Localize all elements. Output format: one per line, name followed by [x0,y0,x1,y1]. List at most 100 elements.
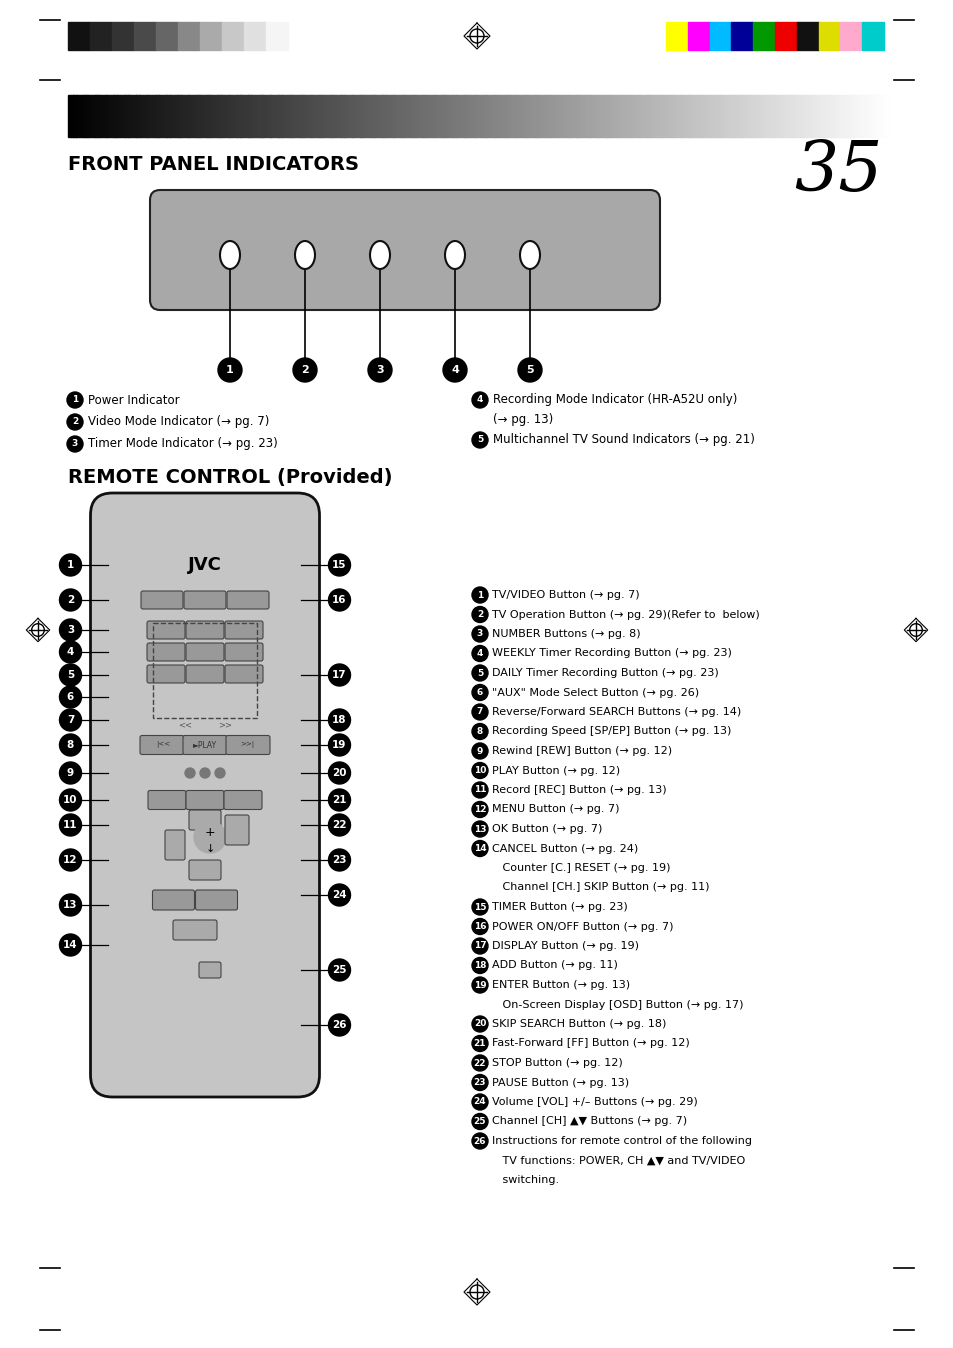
Bar [275,94,278,137]
Bar [199,94,202,137]
Text: Volume [VOL] +/– Buttons (→ pg. 29): Volume [VOL] +/– Buttons (→ pg. 29) [492,1097,697,1107]
Circle shape [472,977,488,993]
Circle shape [328,884,350,906]
Bar [660,94,663,137]
Bar [303,94,306,137]
Circle shape [472,1055,488,1072]
Bar [699,94,702,137]
Bar [152,94,155,137]
Bar [412,94,416,137]
Bar [68,94,71,137]
Bar [614,94,618,137]
Bar [813,94,817,137]
Circle shape [59,589,81,611]
Bar [431,94,435,137]
FancyBboxPatch shape [225,621,263,639]
Bar [884,94,887,137]
Bar [873,94,877,137]
Text: Video Mode Indicator (→ pg. 7): Video Mode Indicator (→ pg. 7) [88,415,269,429]
Bar [679,94,682,137]
Bar [224,94,227,137]
Bar [368,94,372,137]
Bar [180,94,183,137]
Circle shape [472,743,488,759]
Bar [707,94,710,137]
Circle shape [328,665,350,686]
Bar [210,94,213,137]
Bar [774,22,796,50]
Bar [751,94,754,137]
Text: 5: 5 [476,669,482,678]
Text: 13: 13 [474,825,486,833]
Ellipse shape [519,241,539,270]
Bar [669,94,672,137]
Text: 18: 18 [474,961,486,971]
Bar [882,94,884,137]
Bar [253,94,256,137]
Bar [131,94,134,137]
Text: ENTER Button (→ pg. 13): ENTER Button (→ pg. 13) [492,980,630,989]
Bar [450,94,454,137]
Bar [778,94,781,137]
Bar [439,94,442,137]
Text: 4: 4 [67,647,74,656]
Bar [666,94,669,137]
Bar [266,22,288,50]
Text: Channel [CH] ▲▼ Buttons (→ pg. 7): Channel [CH] ▲▼ Buttons (→ pg. 7) [492,1116,686,1127]
Bar [177,94,180,137]
Bar [226,94,230,137]
Bar [415,94,418,137]
Circle shape [472,841,488,856]
Bar [191,94,194,137]
Bar [781,94,783,137]
Bar [461,94,464,137]
Bar [398,94,401,137]
Bar [401,94,404,137]
Bar [559,94,562,137]
Bar [753,94,757,137]
Text: 12: 12 [63,855,77,865]
Text: 25: 25 [332,965,346,975]
Bar [737,94,740,137]
Bar [797,94,801,137]
Bar [505,94,508,137]
Bar [133,22,156,50]
Bar [513,94,517,137]
Bar [281,94,284,137]
Text: 8: 8 [476,727,482,736]
Bar [865,94,868,137]
Bar [671,94,675,137]
Bar [796,22,818,50]
Bar [407,94,410,137]
Text: DAILY Timer Recording Button (→ pg. 23): DAILY Timer Recording Button (→ pg. 23) [492,669,718,678]
FancyBboxPatch shape [226,736,270,755]
Bar [573,94,577,137]
Bar [114,94,117,137]
Bar [92,94,95,137]
Circle shape [328,789,350,811]
Bar [562,94,565,137]
FancyBboxPatch shape [147,621,185,639]
Bar [458,94,461,137]
Bar [734,94,738,137]
Circle shape [472,1074,488,1091]
Bar [633,94,637,137]
Text: ADD Button (→ pg. 11): ADD Button (→ pg. 11) [492,961,618,971]
Bar [701,94,704,137]
Text: 4: 4 [476,395,482,404]
Text: POWER ON/OFF Button (→ pg. 7): POWER ON/OFF Button (→ pg. 7) [492,922,673,931]
FancyBboxPatch shape [141,590,183,609]
FancyBboxPatch shape [183,736,227,755]
Bar [87,94,91,137]
Bar [82,94,85,137]
Circle shape [67,435,83,452]
Text: 26: 26 [332,1020,346,1030]
Text: STOP Button (→ pg. 12): STOP Button (→ pg. 12) [492,1058,622,1068]
Bar [718,94,721,137]
Bar [611,94,615,137]
Bar [772,94,776,137]
FancyBboxPatch shape [184,590,226,609]
Bar [521,94,524,137]
Bar [532,94,536,137]
Bar [289,94,293,137]
